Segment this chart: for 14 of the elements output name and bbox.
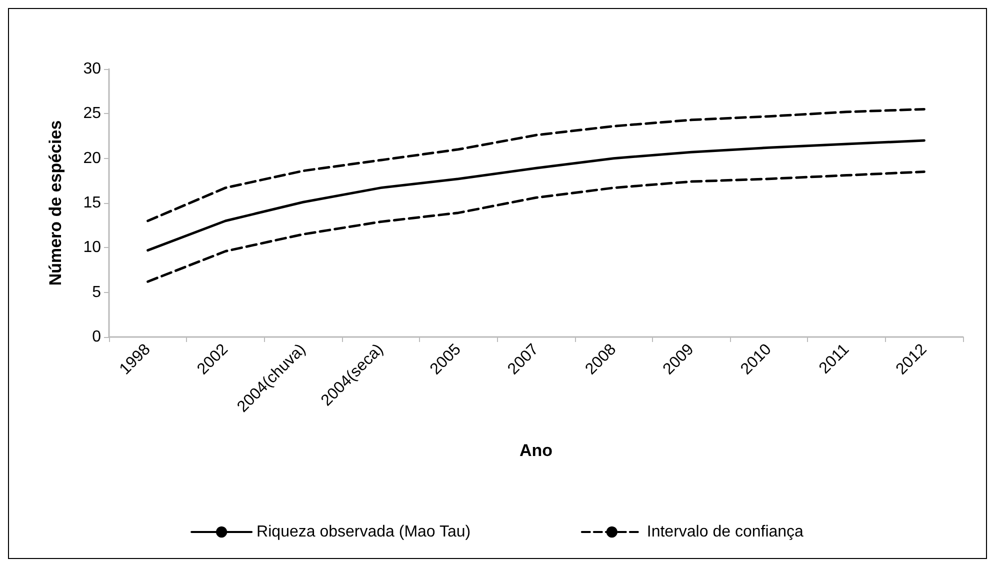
line-series [146, 139, 926, 252]
y-tick-label: 30 [83, 60, 102, 78]
y-tick-label: 5 [92, 284, 102, 301]
line-series [146, 170, 926, 283]
y-tick-label: 20 [83, 150, 102, 167]
y-tick-label: 25 [83, 105, 102, 122]
y-tick-label: 10 [83, 239, 102, 256]
legend-label: Riqueza observada (Mao Tau) [256, 524, 471, 540]
y-tick-label: 0 [92, 328, 102, 346]
y-axis-title: Número de espécies [46, 120, 65, 286]
x-axis-title: Ano [519, 441, 553, 460]
y-tick-label: 15 [83, 194, 102, 212]
legend-label: Intervalo de confiança [646, 524, 804, 540]
line-series [146, 108, 926, 222]
